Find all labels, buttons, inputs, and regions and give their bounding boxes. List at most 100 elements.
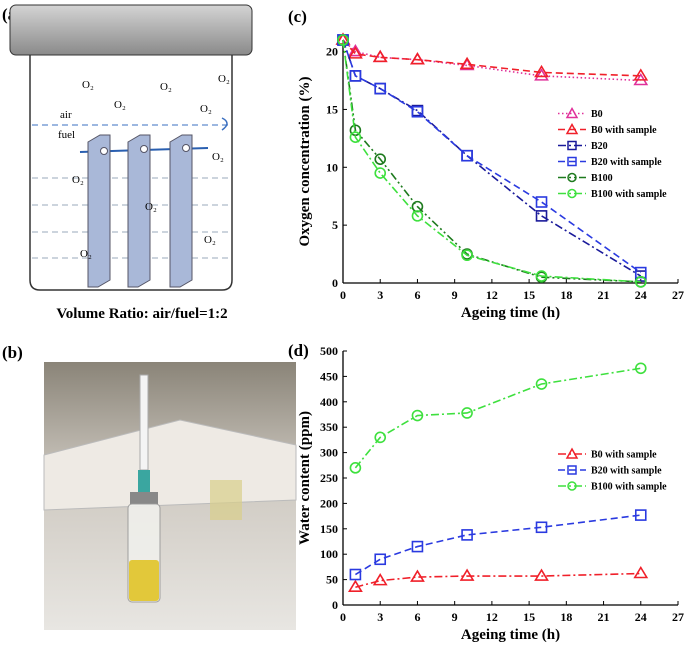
x-tick-label: 9 xyxy=(452,610,458,624)
series-line xyxy=(354,367,641,469)
x-tick-label: 21 xyxy=(598,610,610,624)
needle xyxy=(139,374,149,471)
x-tick-label: 3 xyxy=(377,610,383,624)
marker xyxy=(374,431,387,444)
marker xyxy=(535,270,548,282)
plates xyxy=(87,134,193,288)
panel-label: (d) xyxy=(288,341,309,360)
panel-label: (c) xyxy=(288,7,307,26)
y-tick-label: 20 xyxy=(326,45,338,59)
legend-marker xyxy=(567,465,577,475)
x-tick-label: 24 xyxy=(635,288,647,302)
diagram: (a) O₂ O₂ O₂ O₂ O₂ O₂ O₂ O₂ O₂ O₂ air xyxy=(2,4,253,322)
x-axis-label: Ageing time (h) xyxy=(461,305,560,321)
series-line xyxy=(342,39,641,82)
fuel-label: fuel xyxy=(58,129,75,141)
marker xyxy=(374,167,387,179)
marker xyxy=(459,56,475,70)
marker xyxy=(535,210,548,222)
marker xyxy=(374,553,387,566)
series-line xyxy=(355,572,641,588)
series-line xyxy=(354,514,641,576)
marker xyxy=(411,540,424,553)
marker xyxy=(535,196,548,208)
legend-marker xyxy=(567,156,577,167)
x-tick-label: 15 xyxy=(523,610,535,624)
gas-label: O₂ xyxy=(82,79,94,91)
gas-label: O₂ xyxy=(200,103,212,115)
marker xyxy=(349,70,362,82)
fuel-levels xyxy=(32,124,230,259)
marker xyxy=(461,149,473,162)
gas-labels: O₂ O₂ O₂ O₂ O₂ O₂ O₂ O₂ O₂ O₂ air fuel xyxy=(58,73,230,260)
marker xyxy=(349,131,362,143)
x-axis-label: Ageing time (h) xyxy=(461,627,560,643)
marker xyxy=(374,82,387,95)
x-tick-label: 27 xyxy=(672,288,684,302)
y-tick-label: 450 xyxy=(320,369,338,383)
gas-label: O₂ xyxy=(212,151,224,163)
marker xyxy=(535,378,548,390)
marker xyxy=(411,210,424,222)
x-tick-label: 6 xyxy=(414,288,420,302)
legend-marker xyxy=(565,122,579,135)
legend-label: B100 with sample xyxy=(591,482,667,493)
series-line xyxy=(342,39,641,283)
y-tick-label: 200 xyxy=(320,496,338,510)
bottles xyxy=(210,480,242,520)
air-label: air xyxy=(60,109,72,121)
marker xyxy=(633,565,649,579)
y-tick-label: 150 xyxy=(320,522,338,536)
x-tick-label: 15 xyxy=(523,288,535,302)
x-tick-label: 12 xyxy=(486,288,498,302)
marker xyxy=(534,64,549,78)
marker xyxy=(634,509,647,521)
marker xyxy=(372,49,388,63)
legend-label: B20 with sample xyxy=(591,466,662,477)
marker xyxy=(633,68,649,81)
marker xyxy=(459,568,475,581)
series-line xyxy=(342,39,641,77)
legend-label: B100 with sample xyxy=(591,189,667,200)
marker xyxy=(634,276,647,288)
y-tick-label: 350 xyxy=(320,420,338,434)
series-line xyxy=(342,39,642,274)
y-tick-label: 250 xyxy=(320,471,338,485)
x-tick-label: 18 xyxy=(560,288,572,302)
marker xyxy=(535,521,548,534)
x-tick-label: 0 xyxy=(340,288,346,302)
photo: (b) xyxy=(2,343,297,630)
y-tick-label: 0 xyxy=(332,276,338,290)
y-tick-label: 500 xyxy=(320,344,338,358)
x-tick-label: 0 xyxy=(340,610,346,624)
marker xyxy=(634,362,647,375)
gas-label: O₂ xyxy=(218,73,230,85)
marker xyxy=(534,68,549,81)
marker xyxy=(411,409,424,422)
x-tick-label: 24 xyxy=(635,610,647,624)
marker xyxy=(411,105,424,118)
y-tick-label: 400 xyxy=(320,395,338,409)
legend-marker xyxy=(565,447,579,459)
marker xyxy=(461,529,473,541)
legend-marker xyxy=(567,172,577,183)
marker xyxy=(347,579,363,593)
marker xyxy=(372,573,388,586)
x-tick-label: 21 xyxy=(598,288,610,302)
marker xyxy=(410,52,425,65)
legend-marker xyxy=(567,481,577,491)
gas-label: O₂ xyxy=(160,81,172,93)
marker xyxy=(337,34,349,46)
x-tick-label: 18 xyxy=(560,610,572,624)
y-tick-label: 300 xyxy=(320,446,338,460)
needle-hub xyxy=(138,470,150,492)
x-tick-label: 6 xyxy=(414,610,420,624)
gas-label: O₂ xyxy=(204,234,216,246)
marker xyxy=(410,569,425,582)
legend-label: B0 with sample xyxy=(591,450,657,461)
y-tick-label: 50 xyxy=(326,573,338,587)
marker xyxy=(461,249,473,262)
series-line xyxy=(342,39,641,283)
caption: Volume Ratio: air/fuel=1:2 xyxy=(56,306,227,322)
